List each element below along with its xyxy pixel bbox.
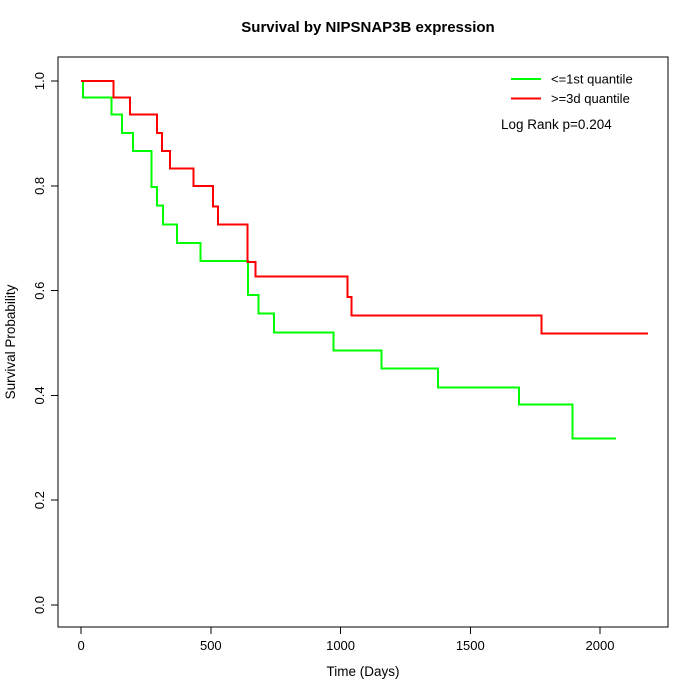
survival-curves: [81, 80, 648, 440]
y-axis-label: Survival Probability: [3, 284, 18, 399]
y-tick-label: 0.6: [32, 282, 47, 300]
x-axis-label: Time (Days): [327, 664, 400, 679]
km-curve-high-quantile: [81, 80, 648, 335]
y-axis: 0.0 0.2 0.4 0.6 0.8 1.0: [32, 72, 58, 614]
x-tick-label: 1500: [456, 638, 485, 653]
x-tick-label: 1000: [326, 638, 355, 653]
plot-border: [57, 56, 669, 628]
x-tick-label: 2000: [586, 638, 615, 653]
legend-label-low-quantile: <=1st quantile: [551, 72, 633, 87]
y-tick-label: 0.8: [32, 177, 47, 195]
y-tick-label: 0.0: [32, 596, 47, 614]
legend: <=1st quantile >=3d quantile Log Rank p=…: [501, 72, 633, 133]
y-tick-label: 0.4: [32, 386, 47, 404]
x-tick-label: 500: [200, 638, 222, 653]
x-tick-label: 0: [77, 638, 84, 653]
y-tick-label: 1.0: [32, 72, 47, 90]
legend-label-high-quantile: >=3d quantile: [551, 91, 630, 106]
y-tick-label: 0.2: [32, 491, 47, 509]
x-axis: 0 500 1000 1500 2000: [77, 627, 614, 653]
chart-title: Survival by NIPSNAP3B expression: [241, 19, 494, 36]
log-rank-annotation: Log Rank p=0.204: [501, 117, 612, 132]
km-curve-low-quantile: [81, 80, 616, 440]
